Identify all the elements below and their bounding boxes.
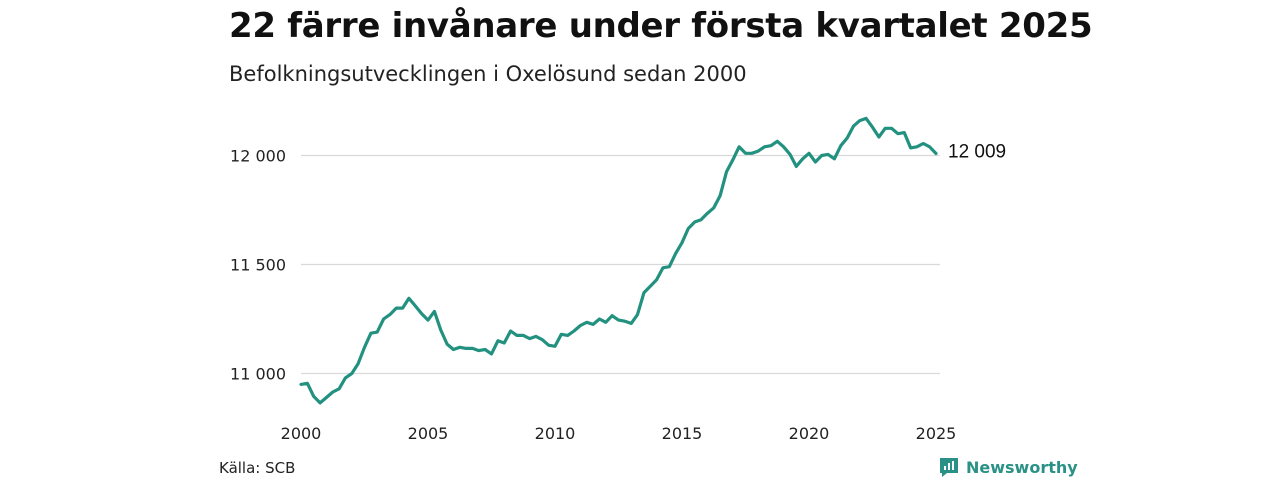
x-axis: 2000 2005 2010 2015 2020 2025 (281, 424, 957, 443)
x-tick-label: 2020 (789, 424, 830, 443)
x-tick-label: 2025 (916, 424, 957, 443)
end-value-label: 12 009 (948, 142, 1006, 163)
source-note: Källa: SCB (219, 459, 296, 477)
x-tick-label: 2005 (408, 424, 449, 443)
x-tick-label: 2015 (662, 424, 703, 443)
brand-name: Newsworthy (966, 457, 1078, 477)
grid-lines (301, 154, 940, 375)
x-tick-label: 2000 (281, 424, 322, 443)
page-title: 22 färre invånare under första kvartalet… (229, 6, 1093, 46)
page-subtitle: Befolkningsutvecklingen i Oxelösund seda… (229, 62, 747, 86)
y-tick-label: 11 000 (230, 365, 286, 384)
y-tick-label: 11 500 (230, 256, 286, 275)
brand-logo[interactable]: Newsworthy (938, 456, 1078, 478)
series-line-0 (299, 116, 938, 405)
y-axis: 11 000 11 500 12 000 (230, 147, 286, 384)
newsworthy-logo-icon (940, 458, 958, 477)
y-tick-label: 12 000 (230, 147, 286, 166)
x-tick-label: 2010 (535, 424, 576, 443)
series-layer (299, 116, 938, 405)
